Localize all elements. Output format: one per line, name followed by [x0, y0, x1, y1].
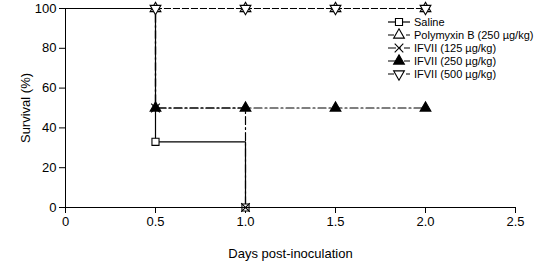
svg-text:0: 0 [49, 200, 56, 215]
svg-text:100: 100 [35, 1, 57, 16]
svg-text:IFVII (500 µg/kg): IFVII (500 µg/kg) [414, 68, 496, 80]
svg-text:IFVII (125 µg/kg): IFVII (125 µg/kg) [414, 42, 496, 54]
svg-text:0.5: 0.5 [146, 214, 164, 229]
svg-text:1.0: 1.0 [236, 214, 254, 229]
svg-text:2.0: 2.0 [416, 214, 434, 229]
svg-text:40: 40 [42, 120, 56, 135]
svg-text:20: 20 [42, 160, 56, 175]
svg-text:IFVII (250 µg/kg): IFVII (250 µg/kg) [414, 55, 496, 67]
svg-text:Survival (%): Survival (%) [18, 73, 33, 143]
svg-text:60: 60 [42, 80, 56, 95]
svg-text:Saline: Saline [414, 16, 445, 28]
svg-text:2.5: 2.5 [506, 214, 524, 229]
svg-text:80: 80 [42, 40, 56, 55]
svg-text:1.5: 1.5 [326, 214, 344, 229]
svg-text:0: 0 [62, 214, 69, 229]
svg-text:Polymyxin B (250 µg/kg): Polymyxin B (250 µg/kg) [414, 29, 533, 41]
svg-text:Days post-inoculation: Days post-inoculation [228, 246, 352, 261]
